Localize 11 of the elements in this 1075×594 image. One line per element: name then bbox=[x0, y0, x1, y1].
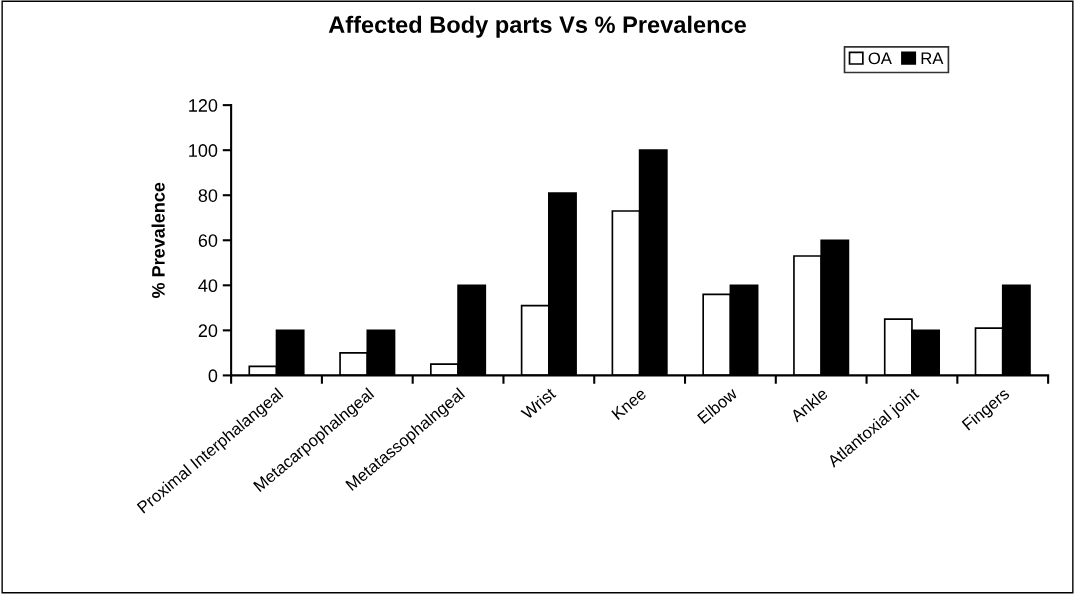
y-tick-label: 20 bbox=[198, 324, 218, 338]
y-axis-title: % Prevalence bbox=[151, 182, 165, 299]
legend-label: RA bbox=[921, 52, 944, 65]
y-tick-label: 40 bbox=[198, 279, 218, 293]
chart-title: Affected Body parts Vs % Prevalence bbox=[328, 15, 747, 38]
y-tick-label: 60 bbox=[198, 234, 218, 247]
y-tick-label: 100 bbox=[189, 144, 218, 157]
legend-label: OA bbox=[868, 52, 892, 65]
y-tick-label: 120 bbox=[189, 99, 218, 112]
y-tick-label: 80 bbox=[198, 189, 218, 202]
y-tick-label: 0 bbox=[208, 369, 218, 383]
